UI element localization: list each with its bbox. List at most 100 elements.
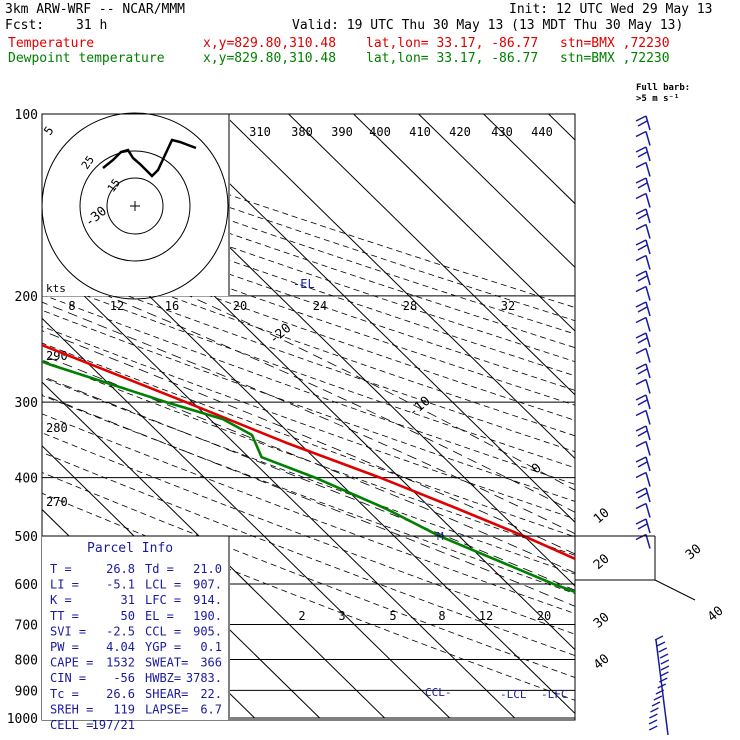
lcl-marker: -LCL [500,688,527,701]
wind-barb [645,131,651,146]
theta-label-270: 270 [46,495,68,509]
wind-barb-flag [635,192,647,200]
moist-adiabat-24 [42,301,575,535]
moist-adiabat-32 [189,295,575,491]
parcel-row-8-col-1: 26.6 [106,687,135,701]
temperature-legend: Temperature [8,36,95,51]
isotherm-60 [548,114,575,141]
parcel-row-6-col-2: SWEAT= [145,656,188,670]
ccl-marker: CCL- [425,686,452,699]
speed-label-30: 30 [683,542,705,564]
isotherm-label-40: 40 [591,651,613,673]
parcel-row-3-col-2: EL = [145,609,174,623]
wind-barb-flag [635,254,647,262]
wind-barb-flag [635,316,647,324]
moist-label-12: 12 [110,299,124,313]
parcel-row-7-col-2: HWBZ= [145,671,181,685]
parcel-row-1-col-3: 907. [193,578,222,592]
dry-adiabat-300 [42,395,575,595]
dew-station: stn=BMX ,72230 [560,51,670,66]
temp-station: stn=BMX ,72230 [560,36,670,51]
pressure-label-1000: 1000 [7,712,38,727]
wind-barb-flag [635,409,647,417]
dry-adiabat-400 [42,234,575,421]
parcel-row-9-col-0: SREH = [50,702,93,716]
wind-barb-flag [637,430,648,437]
wind-barb-flag [635,223,647,231]
wind-barbs [635,115,670,736]
mixing-ratio-label-5: 5 [389,609,396,623]
dry-adiabat-350 [42,309,575,502]
wind-barb [660,659,670,665]
wind-barb [645,503,651,518]
wind-barb [654,635,664,641]
wind-barb-flag [635,347,647,355]
theta-label-310: 310 [249,125,271,139]
isotherm-20 [288,114,575,396]
parcel-row-6-col-1: 1532 [106,656,135,670]
theta-label-280: 280 [46,421,68,435]
pressure-label-800: 800 [15,653,38,668]
moist-label-20: 20 [233,299,247,313]
wind-barb-flag [635,378,647,386]
wind-barb [650,707,659,713]
wind-barb-flag [635,425,647,432]
sounding-curves [42,343,575,594]
dry-adiabat-360 [42,294,575,485]
moist-label-8: 8 [68,299,75,313]
wind-barb-flag [637,120,648,127]
wind-barb [645,270,651,286]
parcel-row-5-col-2: YGP = [145,640,181,654]
parcel-row-9-col-2: LAPSE= [145,702,188,716]
wind-barb [645,363,651,379]
dry-adiabat-370 [42,278,575,469]
hodograph-units: kts [46,282,66,295]
parcel-row-6-col-3: 366 [200,656,222,670]
wind-barb [645,348,651,363]
dewpoint-legend: Dewpoint temperature [8,51,165,66]
pressure-label-900: 900 [15,684,38,699]
isotherm-30 [353,114,575,332]
wind-barb-flag [635,115,647,122]
wind-barb-flag [635,270,647,277]
wind-barb [648,719,658,725]
parcel-row-8-col-0: Tc = [50,687,79,701]
wind-barb [645,472,651,487]
moist-label-16: 16 [165,299,179,313]
mixing-ratio-label-20: 20 [537,609,551,623]
theta-label-380: 380 [291,125,313,139]
wind-barb [645,286,651,301]
wind-barb [645,410,651,425]
moist-label-32: 32 [501,299,515,313]
wind-barb [645,332,651,348]
moist-adiabat-16 [42,354,575,574]
dry-adiabat-270 [42,451,575,656]
wind-barb-flag [637,523,648,530]
wind-barb [645,487,651,503]
wind-barb-flag [635,146,647,153]
parcel-row-4-col-3: 905. [193,624,222,638]
wind-barb [645,208,651,224]
wind-barb-flag [635,130,647,138]
isotherm-50 [483,114,575,205]
pressure-label-300: 300 [15,396,38,411]
isotherm-40 [418,114,575,269]
isotherm-label-20: 20 [591,551,613,573]
el-marker: -EL [293,277,315,291]
theta-label-440: 440 [531,125,553,139]
parcel-row-2-col-0: K = [50,593,72,607]
pressure-label-500: 500 [15,530,38,545]
wind-barb [660,671,669,677]
isotherm-0 [158,114,575,523]
forecast-hour: 31 h [76,18,108,33]
wind-barb [645,394,651,410]
wind-barb-flag [637,337,648,344]
wind-barb [645,146,651,162]
parcel-row-2-col-1: 31 [121,593,135,607]
wind-barb-flag [635,177,647,184]
wind-barb-flag [637,182,648,189]
wind-barb-flag [635,518,647,525]
parcel-row-0-col-3: 21.0 [193,562,222,576]
wind-barb-flag [635,502,647,510]
